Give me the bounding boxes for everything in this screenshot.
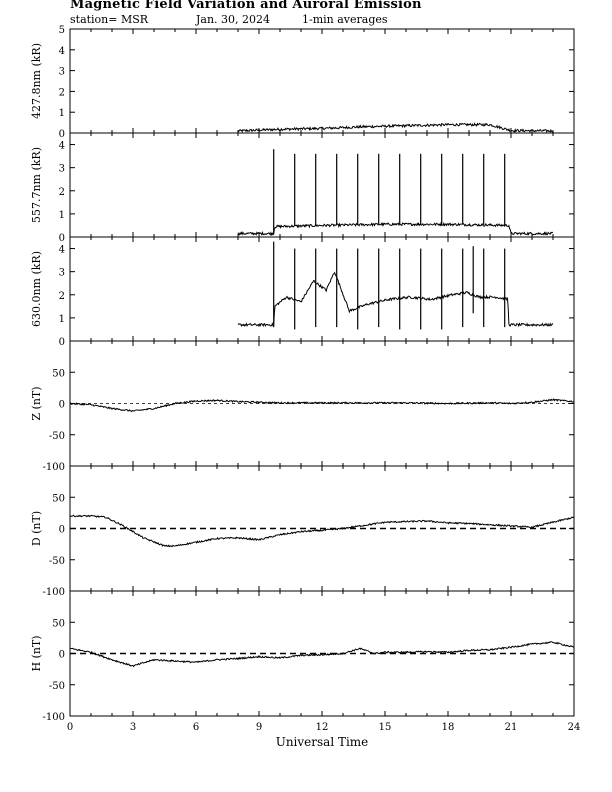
y-tick-label-4: -100 bbox=[43, 587, 65, 598]
series-line-0-0 bbox=[237, 122, 554, 133]
y-tick-label-5: -50 bbox=[49, 681, 65, 692]
y-axis-label-0: 427.8nm (kR) bbox=[30, 43, 43, 119]
x-tick-label: 9 bbox=[256, 722, 262, 733]
y-tick-label-1: 2 bbox=[59, 187, 65, 198]
x-tick-label: 0 bbox=[67, 722, 73, 733]
y-tick-label-0: 4 bbox=[59, 46, 65, 57]
panel-frame-1 bbox=[69, 132, 575, 238]
y-tick-label-2: 4 bbox=[59, 245, 65, 256]
series-line-1-0 bbox=[237, 221, 554, 237]
y-tick-label-2: 2 bbox=[59, 291, 65, 302]
y-tick-label-0: 1 bbox=[59, 108, 65, 119]
x-tick-label: 24 bbox=[568, 722, 581, 733]
y-tick-label-3: 50 bbox=[52, 368, 65, 379]
x-tick-label: 12 bbox=[316, 722, 329, 733]
x-tick-label: 15 bbox=[379, 722, 392, 733]
y-tick-label-4: 50 bbox=[52, 493, 65, 504]
y-tick-label-3: -100 bbox=[43, 462, 65, 473]
x-axis-label: Universal Time bbox=[276, 735, 369, 749]
date-label: Jan. 30, 2024 bbox=[196, 13, 271, 26]
y-tick-label-0: 2 bbox=[59, 87, 65, 98]
y-tick-label-1: 0 bbox=[59, 233, 65, 244]
averaging-label: 1-min averages bbox=[302, 13, 388, 26]
y-tick-label-2: 1 bbox=[59, 314, 65, 325]
y-tick-label-2: 0 bbox=[59, 337, 65, 348]
series-line-5-0 bbox=[69, 641, 575, 668]
y-axis-label-3: Z (nT) bbox=[30, 386, 43, 420]
series-line-4-0 bbox=[69, 514, 575, 548]
panel-frame-0 bbox=[69, 28, 575, 134]
y-tick-label-3: 0 bbox=[59, 400, 65, 411]
y-tick-label-4: -50 bbox=[49, 556, 65, 567]
series-line-3-0 bbox=[69, 398, 575, 413]
x-tick-label: 18 bbox=[442, 722, 455, 733]
y-tick-label-5: 50 bbox=[52, 618, 65, 629]
series-line-2-0 bbox=[237, 271, 554, 328]
y-tick-label-2: 3 bbox=[59, 268, 65, 279]
y-tick-label-0: 5 bbox=[59, 25, 65, 36]
y-tick-label-5: -100 bbox=[43, 712, 65, 723]
station-label: station= MSR bbox=[70, 13, 149, 26]
x-tick-label: 21 bbox=[505, 722, 518, 733]
y-axis-label-5: H (nT) bbox=[30, 635, 43, 671]
y-tick-label-0: 0 bbox=[59, 129, 65, 140]
x-tick-label: 6 bbox=[193, 722, 199, 733]
y-tick-label-1: 1 bbox=[59, 210, 65, 221]
y-tick-label-1: 3 bbox=[59, 164, 65, 175]
y-axis-label-1: 557.7nm (kR) bbox=[30, 147, 43, 223]
y-tick-label-3: -50 bbox=[49, 431, 65, 442]
y-axis-label-4: D (nT) bbox=[30, 511, 43, 546]
y-tick-label-1: 4 bbox=[59, 141, 65, 152]
chart-title: Magnetic Field Variation and Auroral Emi… bbox=[70, 0, 422, 12]
x-tick-label: 3 bbox=[130, 722, 136, 733]
y-tick-label-5: 0 bbox=[59, 650, 65, 661]
y-axis-label-2: 630.0nm (kR) bbox=[30, 251, 43, 327]
y-tick-label-4: 0 bbox=[59, 525, 65, 536]
y-tick-label-0: 3 bbox=[59, 67, 65, 78]
